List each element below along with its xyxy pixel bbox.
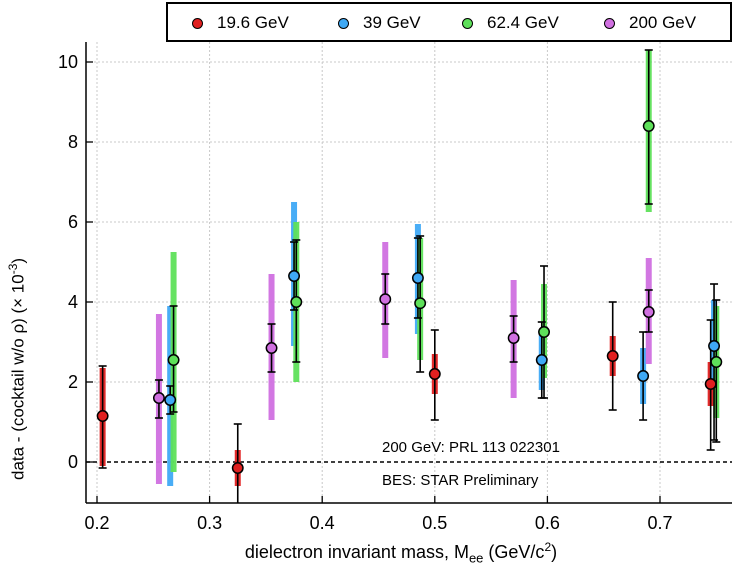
x-tick-label-3: 0.5 [422, 513, 447, 533]
data-point-s1-p5 [708, 340, 720, 352]
legend-marker-19-6-gev [192, 17, 203, 29]
data-point-s0-p0 [96, 410, 109, 422]
y-axis-label: data - (cocktail w/o ρ) (× 10-3) [6, 258, 29, 480]
data-point-s0-p1 [231, 462, 244, 474]
data-point-s2-p4 [642, 120, 655, 132]
data-point-s2-p0 [167, 354, 180, 366]
annotation-reference: 200 GeV: PRL 113 022301 [382, 439, 560, 456]
x-tick-label-4: 0.6 [535, 513, 560, 533]
y-axis-label-sup: -3 [6, 263, 20, 275]
y-tick-label-1: 2 [68, 372, 78, 392]
data-point-s3-p3 [507, 332, 520, 344]
annotation-preliminary: BES: STAR Preliminary [382, 472, 539, 489]
data-point-s2-p2 [414, 297, 427, 310]
legend-label-39-gev: 39 GeV [363, 13, 421, 32]
data-point-s3-p4 [642, 306, 655, 318]
x-tick-label-1: 0.3 [197, 513, 222, 533]
y-tick-label-5: 10 [58, 52, 78, 72]
data-point-s2-p5 [710, 356, 723, 368]
x-axis-label-unit-pre: (GeV/c [483, 542, 545, 562]
x-axis-label-unit-sup: 2 [544, 540, 552, 554]
legend-marker-62-4-gev [462, 17, 473, 29]
legend-item-200-gev: 200 GeV [604, 12, 696, 34]
legend-label-62-4-gev: 62.4 GeV [487, 13, 559, 32]
x-axis-label-main: dielectron invariant mass, M [244, 542, 469, 562]
data-point-s1-p3 [535, 354, 548, 366]
x-axis-label: dielectron invariant mass, Mee (GeV/c2) [0, 540, 732, 566]
legend-label-200-gev: 200 GeV [629, 13, 697, 32]
data-point-s1-p1 [288, 270, 300, 282]
data-point-s0-p2 [428, 368, 441, 380]
legend-label-19-6-gev: 19.6 GeV [217, 13, 289, 32]
x-axis-label-sub: ee [468, 550, 484, 566]
x-tick-label-5: 0.7 [647, 513, 672, 533]
y-tick-label-0: 0 [68, 452, 78, 472]
data-point-s0-p4 [704, 378, 717, 390]
x-tick-label-0: 0.2 [84, 513, 109, 533]
legend-marker-200-gev [604, 17, 615, 29]
y-tick-label-2: 4 [68, 292, 78, 312]
y-tick-label-3: 6 [68, 212, 78, 232]
y-axis-label-main: data - (cocktail w/o ρ) (× 10 [8, 274, 28, 480]
data-point-s3-p2 [379, 293, 392, 306]
data-point-s2-p1 [290, 296, 303, 308]
legend-marker-39-gev [338, 17, 349, 29]
legend-item-19-6-gev: 19.6 GeV [192, 12, 289, 34]
legend: 19.6 GeV 39 GeV 62.4 GeV 200 GeV [166, 2, 732, 42]
data-point-s1-p0 [164, 394, 177, 406]
legend-item-62-4-gev: 62.4 GeV [462, 12, 559, 34]
x-tick-label-2: 0.4 [310, 513, 335, 533]
y-tick-label-4: 8 [68, 132, 78, 152]
data-point-s0-p3 [606, 350, 619, 362]
data-point-s2-p3 [538, 326, 550, 338]
legend-item-39-gev: 39 GeV [338, 12, 421, 34]
y-axis-label-post: ) [8, 257, 28, 264]
data-point-s3-p0 [152, 392, 165, 404]
data-point-s1-p4 [637, 370, 650, 382]
data-point-s3-p1 [265, 342, 278, 354]
data-point-s1-p2 [411, 272, 424, 284]
x-axis-label-unit-post: ) [551, 542, 558, 562]
